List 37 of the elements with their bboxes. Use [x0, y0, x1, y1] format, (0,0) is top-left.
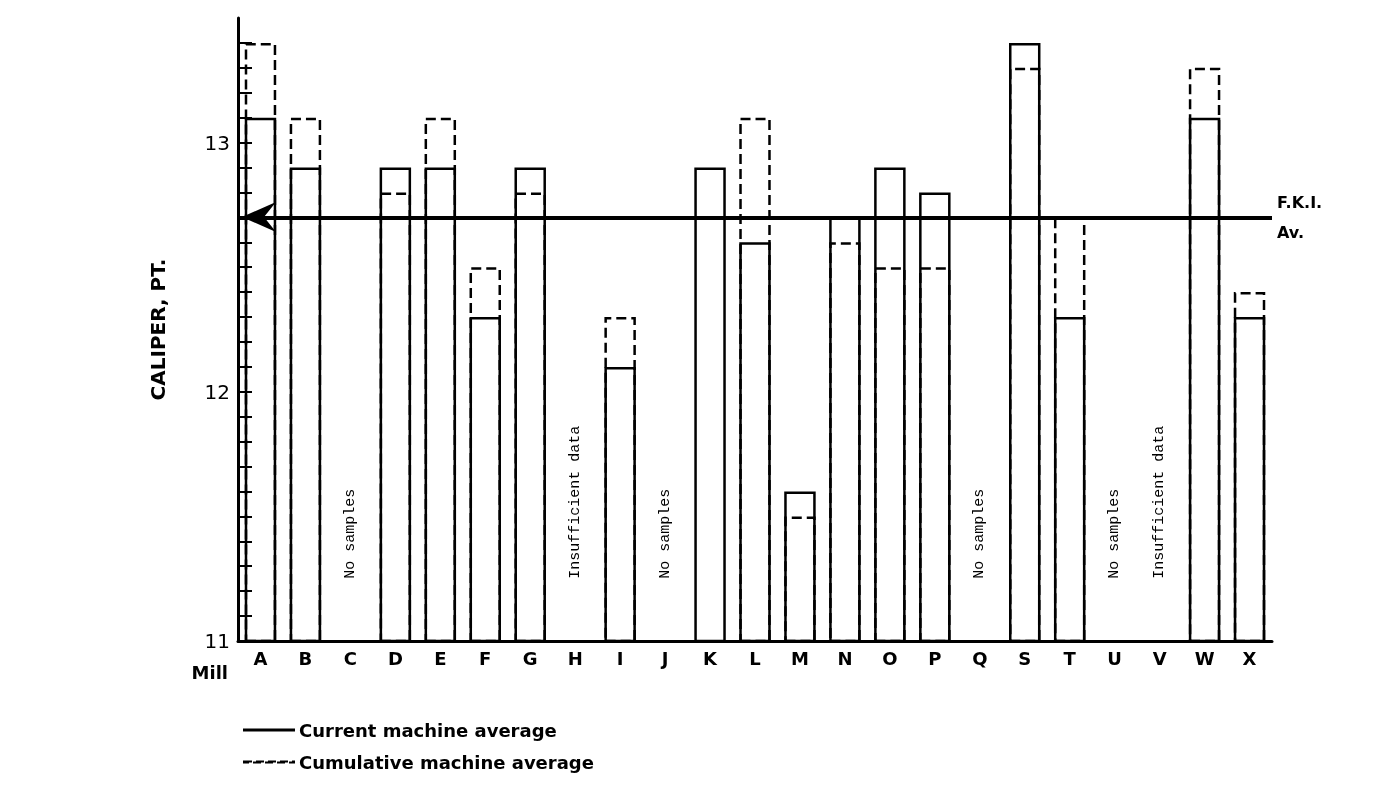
x-tick-label: G	[522, 647, 538, 669]
x-tick-label: T	[1063, 647, 1077, 669]
x-tick-label: I	[616, 647, 624, 669]
x-tick-label: S	[1018, 647, 1032, 669]
x-tick-label: H	[567, 647, 583, 669]
x-tick-label: Q	[972, 647, 988, 669]
annotation: Insufficient data	[1151, 425, 1169, 579]
annotation: No samples	[1106, 488, 1124, 579]
legend-label: Current machine average	[299, 719, 557, 741]
legend-label: Cumulative machine average	[299, 751, 594, 773]
x-tick-label: V	[1152, 647, 1167, 669]
x-tick-label: M	[791, 647, 809, 669]
annotation: No samples	[971, 488, 989, 579]
annotation: Insufficient data	[566, 425, 584, 579]
x-tick-label: A	[253, 647, 268, 669]
x-tick-label: F	[479, 647, 492, 669]
x-tick-label: N	[837, 647, 853, 669]
x-tick-label: L	[749, 647, 761, 669]
y-tick-label: 13	[204, 130, 230, 155]
x-tick-label: X	[1242, 647, 1257, 669]
x-tick-label: W	[1194, 647, 1215, 669]
y-axis-title: CALIPER, PT.	[146, 258, 170, 401]
x-axis-title: Mill	[191, 661, 228, 683]
x-tick-label: B	[298, 647, 313, 669]
x-tick-label: U	[1107, 647, 1122, 669]
x-tick-label: C	[343, 647, 357, 669]
y-tick-label: 11	[204, 629, 230, 653]
x-tick-label: E	[434, 647, 447, 669]
ref-line-label: F.K.I. Av.	[1277, 192, 1323, 242]
annotation: No samples	[341, 488, 359, 579]
annotation: No samples	[656, 488, 674, 579]
x-tick-label: J	[659, 647, 669, 669]
x-tick-label: D	[387, 647, 403, 669]
y-tick-label: 12	[204, 379, 230, 404]
x-tick-label: O	[882, 647, 898, 669]
x-tick-label: P	[928, 647, 942, 669]
x-tick-label: K	[703, 647, 719, 669]
